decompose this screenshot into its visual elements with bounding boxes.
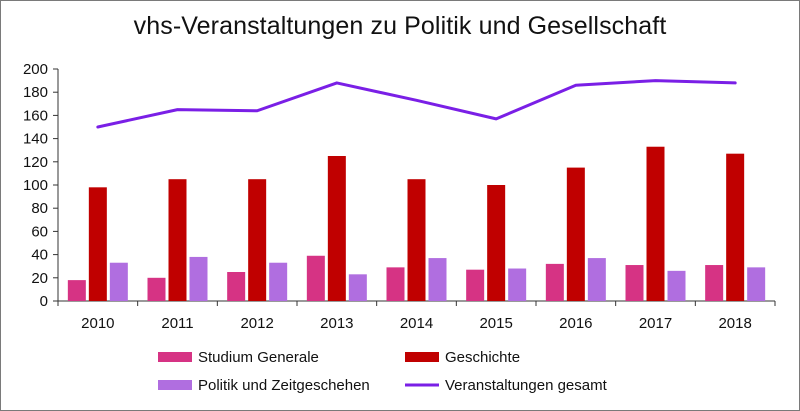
line-veranstaltungen-gesamt [96,79,737,129]
x-tick-label: 2011 [161,315,193,332]
x-tick-label: 2013 [320,315,353,332]
bar-geschichte-2014 [407,179,426,301]
x-tick-label: 2016 [559,315,592,332]
x-tick-label: 2015 [479,315,512,332]
bar-geschichte-2013 [327,156,346,301]
bar-geschichte-2017 [646,146,665,301]
bar-politik-und-zeitgeschehen-2013 [348,274,367,301]
bar-geschichte-2011 [168,179,187,301]
bar-studium-generale-2017 [625,265,644,301]
y-tick-label: 120 [23,154,48,171]
legend-swatch [158,352,192,362]
legend-label: Geschichte [445,349,520,366]
y-tick-label: 40 [31,247,48,264]
bar-studium-generale-2012 [227,272,246,301]
y-tick-label: 20 [31,270,48,287]
y-tick-label: 180 [23,84,48,101]
x-tick-label: 2012 [240,315,273,332]
bar-studium-generale-2010 [67,280,86,301]
legend-swatch [405,352,439,362]
bar-politik-und-zeitgeschehen-2015 [508,268,527,301]
bar-politik-und-zeitgeschehen-2014 [428,258,447,301]
bar-geschichte-2015 [487,185,506,301]
y-tick-label: 200 [23,61,48,78]
bar-politik-und-zeitgeschehen-2012 [269,262,288,301]
x-tick-label: 2010 [81,315,114,332]
bar-studium-generale-2015 [466,269,485,301]
bar-geschichte-2010 [88,187,107,301]
bar-politik-und-zeitgeschehen-2010 [109,262,128,301]
legend-swatch [158,380,192,390]
y-tick-label: 0 [40,293,48,310]
bar-politik-und-zeitgeschehen-2011 [189,256,208,301]
lines-layer [96,79,737,129]
y-tick-label: 140 [23,131,48,148]
axes: 0 20 40 60 80 100 120 140 160 180 200 2010 2011 2012 2… [23,61,776,332]
bar-studium-generale-2014 [386,267,405,301]
bar-studium-generale-2013 [306,255,325,301]
bar-politik-und-zeitgeschehen-2016 [587,258,606,301]
x-tick-label: 2014 [400,315,433,332]
bar-studium-generale-2018 [705,265,724,301]
x-tick-label: 2017 [639,315,672,332]
y-tick-label: 160 [23,107,48,124]
legend-label: Veranstaltungen gesamt [445,377,608,394]
x-tick-label: 2018 [718,315,751,332]
legend-label: Studium Generale [198,349,319,366]
bar-geschichte-2012 [248,179,267,301]
bar-politik-und-zeitgeschehen-2017 [667,270,686,301]
bar-geschichte-2018 [726,153,745,301]
y-tick-label: 60 [31,223,48,240]
chart-title: vhs-Veranstaltungen zu Politik und Gesel… [133,12,667,40]
y-tick-label: 80 [31,200,48,217]
bar-studium-generale-2011 [147,277,166,301]
y-tick-label: 100 [23,177,48,194]
bars-layer [67,146,766,301]
bar-studium-generale-2016 [545,263,564,301]
bar-geschichte-2016 [566,167,585,301]
legend-label: Politik und Zeitgeschehen [198,377,370,394]
bar-politik-und-zeitgeschehen-2018 [747,267,766,301]
legend: Studium Generale Geschichte Politik und Ze… [158,349,608,394]
